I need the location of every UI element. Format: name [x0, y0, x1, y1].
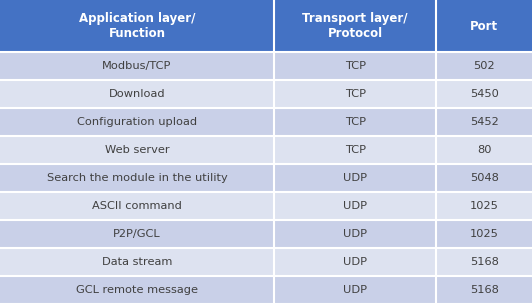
Text: 1025: 1025 — [470, 229, 498, 239]
Bar — [274, 0, 436, 52]
Bar — [0, 220, 274, 248]
Bar — [436, 80, 532, 108]
Bar — [274, 220, 436, 248]
Text: 5450: 5450 — [470, 89, 498, 99]
Text: UDP: UDP — [343, 229, 367, 239]
Bar — [274, 164, 436, 192]
Bar — [274, 52, 436, 80]
Text: TCP: TCP — [345, 117, 365, 127]
Bar — [436, 192, 532, 220]
Text: UDP: UDP — [343, 257, 367, 267]
Bar — [436, 164, 532, 192]
Text: UDP: UDP — [343, 285, 367, 295]
Bar — [436, 220, 532, 248]
Text: Web server: Web server — [105, 145, 169, 155]
Bar — [436, 52, 532, 80]
Bar — [274, 192, 436, 220]
Bar — [436, 0, 532, 52]
Text: Modbus/TCP: Modbus/TCP — [102, 61, 172, 71]
Text: ASCII command: ASCII command — [92, 201, 182, 211]
Text: 1025: 1025 — [470, 201, 498, 211]
Bar — [274, 108, 436, 136]
Bar — [436, 136, 532, 164]
Text: Search the module in the utility: Search the module in the utility — [47, 173, 227, 183]
Text: Port: Port — [470, 20, 498, 33]
Bar — [0, 52, 274, 80]
Text: Configuration upload: Configuration upload — [77, 117, 197, 127]
Text: Data stream: Data stream — [102, 257, 172, 267]
Bar — [274, 248, 436, 276]
Text: 5168: 5168 — [470, 257, 498, 267]
Bar — [0, 276, 274, 304]
Text: UDP: UDP — [343, 173, 367, 183]
Bar — [0, 192, 274, 220]
Text: 5168: 5168 — [470, 285, 498, 295]
Text: P2P/GCL: P2P/GCL — [113, 229, 161, 239]
Text: 5452: 5452 — [470, 117, 498, 127]
Bar — [436, 276, 532, 304]
Bar — [0, 136, 274, 164]
Text: Download: Download — [109, 89, 165, 99]
Text: 5048: 5048 — [470, 173, 498, 183]
Text: GCL remote message: GCL remote message — [76, 285, 198, 295]
Text: 80: 80 — [477, 145, 492, 155]
Bar — [0, 0, 274, 52]
Bar — [274, 80, 436, 108]
Bar — [0, 80, 274, 108]
Text: Transport layer/
Protocol: Transport layer/ Protocol — [302, 12, 408, 40]
Bar — [0, 108, 274, 136]
Bar — [0, 248, 274, 276]
Bar — [436, 108, 532, 136]
Bar — [274, 136, 436, 164]
Bar — [436, 248, 532, 276]
Text: UDP: UDP — [343, 201, 367, 211]
Bar — [0, 164, 274, 192]
Text: TCP: TCP — [345, 145, 365, 155]
Text: TCP: TCP — [345, 61, 365, 71]
Bar — [274, 276, 436, 304]
Text: Application layer/
Function: Application layer/ Function — [79, 12, 195, 40]
Text: TCP: TCP — [345, 89, 365, 99]
Text: 502: 502 — [473, 61, 495, 71]
